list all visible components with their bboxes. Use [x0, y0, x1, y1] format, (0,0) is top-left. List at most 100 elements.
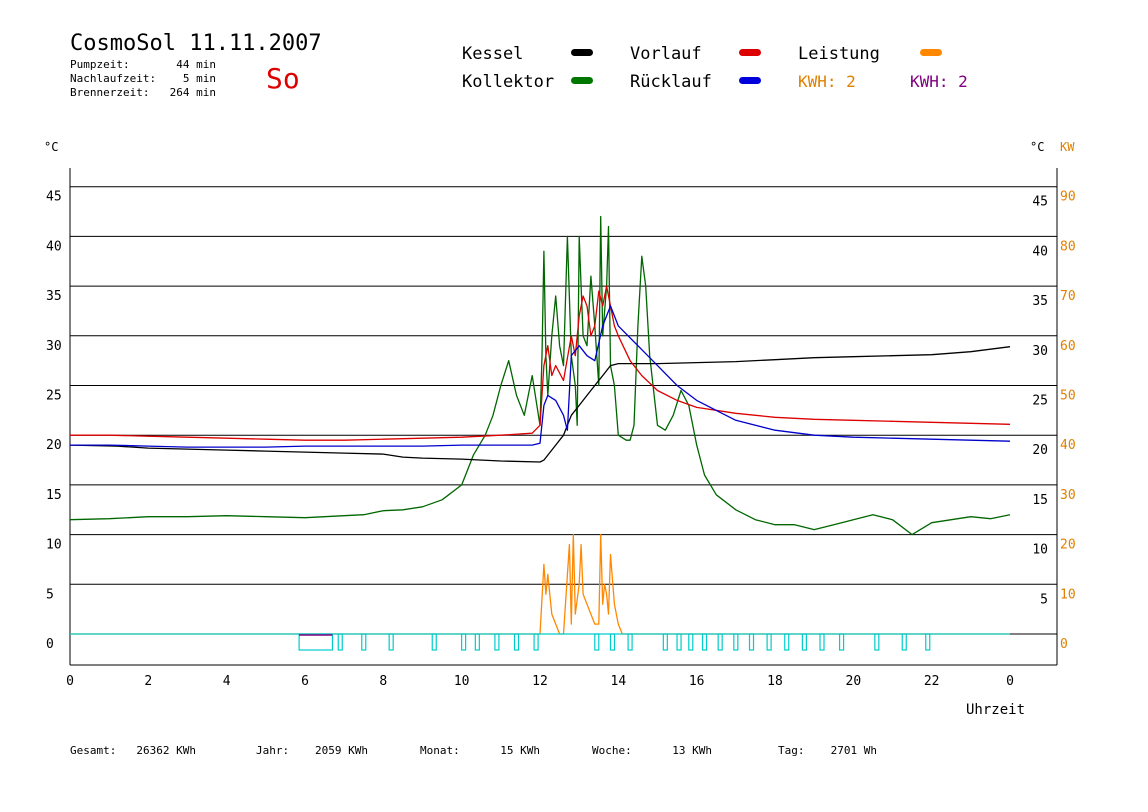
left-tick-5: 5	[46, 587, 54, 602]
pump-block	[298, 633, 334, 651]
pump-pulse-5	[474, 633, 480, 651]
series-kollektor	[69, 215, 1011, 536]
footer-label-0: Gesamt:	[70, 744, 116, 757]
left-tick-35: 35	[46, 289, 62, 304]
left-tick-45: 45	[46, 190, 62, 205]
axes	[69, 168, 1058, 666]
series-ruecklauf	[70, 305, 1011, 448]
x-tick-5: 10	[454, 674, 470, 689]
footer-label-4: Tag:	[778, 744, 805, 757]
legend-leistung: Leistung	[798, 44, 880, 64]
x-tick-1: 2	[144, 674, 152, 689]
right-tick-kw-30: 30	[1060, 488, 1076, 503]
legend: Kessel Vorlauf Leistung Kollektor Rückla…	[462, 44, 968, 92]
left-tick-15: 15	[46, 488, 62, 503]
footer-label-1: Jahr:	[256, 744, 289, 757]
x-tick-11: 22	[924, 674, 940, 689]
x-tick-3: 6	[301, 674, 309, 689]
left-tick-40: 40	[46, 239, 62, 254]
right-tick-c-15: 15	[1032, 493, 1048, 508]
right-tick-kw-60: 60	[1060, 339, 1076, 354]
pump-pulse-16	[717, 633, 723, 651]
left-tick-25: 25	[46, 389, 62, 404]
pump-layer	[70, 633, 1010, 651]
x-tick-4: 8	[379, 674, 387, 689]
pump-pulse-9	[594, 633, 600, 651]
pump-pulse-20	[784, 633, 790, 651]
pump-pulse-22	[819, 633, 825, 651]
day-label: So	[266, 62, 300, 95]
x-tick-2: 4	[223, 674, 231, 689]
pump-pulse-13	[676, 633, 682, 651]
right-unit-celsius: °C	[1030, 140, 1044, 154]
pump-pulse-8	[533, 633, 539, 651]
pump-pulse-7	[513, 633, 520, 651]
right-tick-c-35: 35	[1032, 294, 1048, 309]
footer-label-2: Monat:	[420, 744, 460, 757]
right-tick-c-5: 5	[1040, 592, 1048, 607]
stat-value-pumpzeit: 44 min	[176, 58, 216, 71]
x-axis-label: Uhrzeit	[966, 702, 1025, 718]
pump-pulse-10	[609, 633, 616, 651]
x-tick-0: 0	[66, 674, 74, 689]
x-tick-7: 14	[611, 674, 627, 689]
kwh-label-purple: KWH: 2	[910, 72, 968, 91]
right-tick-kw-50: 50	[1060, 389, 1076, 404]
right-tick-labels: 5 10 15 20 25 30 35 40 45 0 10 20 30 40 50 60 70 80 90	[1032, 190, 1075, 652]
stat-label-brennerzeit: Brennerzeit:	[70, 86, 149, 99]
legend-kollektor: Kollektor	[462, 72, 554, 92]
right-tick-kw-80: 80	[1060, 239, 1076, 254]
stat-value-brennerzeit: 264 min	[170, 86, 216, 99]
pump-pulse-0	[337, 633, 343, 651]
legend-swatch-ruecklauf	[739, 77, 761, 84]
right-tick-kw-90: 90	[1060, 190, 1076, 205]
left-tick-30: 30	[46, 339, 62, 354]
right-tick-c-10: 10	[1032, 543, 1048, 558]
footer-value-0: 26362 KWh	[136, 744, 196, 757]
right-tick-c-20: 20	[1032, 443, 1048, 458]
footer-value-1: 2059 KWh	[315, 744, 368, 757]
right-tick-kw-40: 40	[1060, 438, 1076, 453]
right-unit-kw: KW	[1060, 140, 1075, 154]
pump-pulse-3	[431, 633, 437, 651]
pump-pulse-18	[748, 633, 755, 651]
right-tick-kw-10: 10	[1060, 587, 1076, 602]
pump-pulse-21	[801, 633, 807, 651]
footer: Gesamt: 26362 KWh Jahr: 2059 KWh Monat: 15 KW…	[70, 744, 877, 757]
legend-swatch-kessel	[571, 49, 593, 56]
pump-pulse-26	[925, 633, 931, 651]
right-tick-c-25: 25	[1032, 394, 1048, 409]
legend-swatch-leistung	[920, 49, 942, 56]
series-layer	[69, 215, 1011, 635]
kwh-label-orange: KWH: 2	[798, 72, 856, 91]
pump-pulse-6	[494, 633, 500, 651]
x-tick-8: 16	[689, 674, 705, 689]
pump-pulse-23	[838, 633, 845, 651]
footer-value-4: 2701 Wh	[831, 744, 877, 757]
footer-label-3: Woche:	[592, 744, 632, 757]
pump-pulse-12	[662, 633, 668, 651]
x-tick-9: 18	[767, 674, 783, 689]
stat-label-nachlaufzeit: Nachlaufzeit:	[70, 72, 156, 85]
pump-pulse-4	[461, 633, 467, 651]
grid	[70, 186, 1057, 635]
stat-value-nachlaufzeit: 5 min	[183, 72, 216, 85]
legend-kessel: Kessel	[462, 44, 523, 64]
series-leistung	[70, 533, 1010, 635]
pump-pulse-19	[766, 633, 772, 651]
pump-pulse-24	[874, 633, 880, 651]
left-tick-labels: 0 5 10 15 20 25 30 35 40 45	[46, 190, 62, 652]
legend-vorlauf: Vorlauf	[630, 44, 702, 64]
series-vorlauf	[70, 285, 1011, 441]
footer-value-2: 15 KWh	[500, 744, 540, 757]
pump-pulse-11	[627, 633, 633, 651]
pump-pulse-14	[688, 633, 694, 651]
legend-swatch-vorlauf	[739, 49, 761, 56]
right-tick-kw-20: 20	[1060, 538, 1076, 553]
right-tick-c-45: 45	[1032, 195, 1048, 210]
right-tick-c-30: 30	[1032, 344, 1048, 359]
stat-label-pumpzeit: Pumpzeit:	[70, 58, 130, 71]
legend-swatch-kollektor	[571, 77, 593, 84]
pump-pulse-15	[701, 633, 708, 651]
left-tick-20: 20	[46, 438, 62, 453]
